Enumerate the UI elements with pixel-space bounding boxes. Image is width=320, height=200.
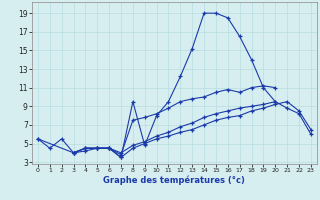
- X-axis label: Graphe des températures (°c): Graphe des températures (°c): [103, 176, 245, 185]
